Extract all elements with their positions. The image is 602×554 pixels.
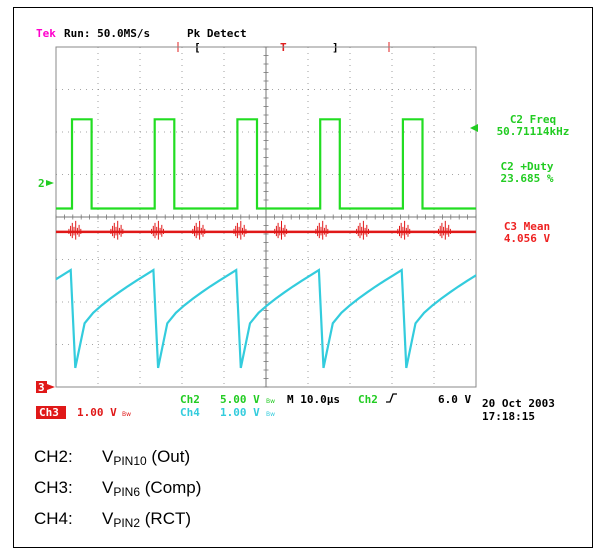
ch2-trace — [56, 118, 476, 210]
ch3-spike — [192, 220, 206, 240]
legend-pin: PIN6 — [113, 485, 141, 499]
brand-label: Tek — [36, 27, 56, 40]
ch2-readout-scale: 5.00 V — [220, 393, 260, 406]
ch3-readout-label: Ch3 — [39, 406, 59, 419]
ch3-spike — [68, 220, 82, 240]
legend-desc: (Out) — [146, 447, 191, 466]
ch3-readout-badge — [36, 406, 66, 419]
ch2-readout-label: Ch2 — [180, 393, 200, 406]
timebase-readout: M 10.0µs — [287, 393, 340, 406]
traces — [56, 118, 476, 369]
meas-c2-freq-value: 50.71114kHz — [497, 125, 570, 138]
acquisition-mode: Pk Detect — [187, 27, 247, 40]
ch4-trace — [56, 268, 476, 369]
legend-desc: (RCT) — [140, 509, 192, 528]
ch3-spike — [397, 220, 411, 240]
ch2-trigger-level-arrow-icon — [470, 124, 478, 132]
trigger-source: Ch2 — [358, 393, 378, 406]
ch3-spike — [233, 220, 247, 240]
legend-desc: (Comp) — [140, 478, 202, 497]
measurement-panel: C2 Freq 50.71114kHz C2 +Duty 23.685 % C3… — [497, 113, 570, 245]
ch3-bw-limit: Bw — [122, 411, 131, 418]
ch3-spike — [356, 220, 369, 240]
ch4-bw-limit: Bw — [266, 411, 275, 418]
meas-c3-mean-label: C3 Mean — [504, 220, 550, 233]
ch3-ground-marker-box — [36, 381, 47, 393]
legend-row-ch3: CH3: VPIN6 (Comp) — [34, 478, 201, 499]
figure-frame — [13, 7, 593, 548]
legend-v: V — [102, 447, 114, 466]
legend-pin: PIN2 — [113, 516, 141, 530]
ch2-bw-limit: Bw — [266, 398, 275, 405]
ch3-spike — [151, 220, 164, 240]
legend-v: V — [102, 509, 114, 528]
ch4-readout-label: Ch4 — [180, 406, 200, 419]
ch3-spike — [438, 220, 451, 240]
ch3-ground-marker: 3 — [38, 381, 45, 394]
ch3-spike — [315, 220, 329, 240]
legend-pin: PIN10 — [113, 454, 147, 468]
legend-channel: CH2: — [34, 447, 73, 466]
legend-row-ch4: CH4: VPIN2 (RCT) — [34, 509, 191, 530]
ch3-spike — [274, 220, 288, 240]
legend-row-ch2: CH2: VPIN10 (Out) — [34, 447, 190, 468]
run-status: Run: 50.0MS/s — [64, 27, 150, 40]
meas-c2-duty-label: C2 +Duty — [501, 160, 554, 173]
rising-edge-icon — [386, 393, 397, 403]
graticule — [55, 46, 477, 388]
legend-channel: CH4: — [34, 509, 73, 528]
capture-date: 20 Oct 2003 — [482, 397, 555, 410]
legend-channel: CH3: — [34, 478, 73, 497]
meas-c3-mean-value: 4.056 V — [504, 232, 551, 245]
trigger-level: 6.0 V — [438, 393, 471, 406]
ch4-readout-scale: 1.00 V — [220, 406, 260, 419]
capture-time: 17:18:15 — [482, 410, 535, 423]
ch2-ground-marker: 2 — [38, 177, 45, 190]
legend-v: V — [102, 478, 114, 497]
readout-bar: Ch2 5.00 V Bw M 10.0µs Ch2 6.0 V Ch3 1.0… — [36, 393, 555, 423]
ch3-spike — [110, 220, 124, 240]
meas-c2-freq-label: C2 Freq — [510, 113, 556, 126]
ch3-marker-arrow-icon — [47, 384, 55, 390]
meas-c2-duty-value: 23.685 % — [501, 172, 554, 185]
ch3-readout-scale: 1.00 V — [77, 406, 117, 419]
channel-markers: 2 3 — [36, 124, 478, 394]
ch2-marker-arrow-icon — [46, 180, 54, 186]
